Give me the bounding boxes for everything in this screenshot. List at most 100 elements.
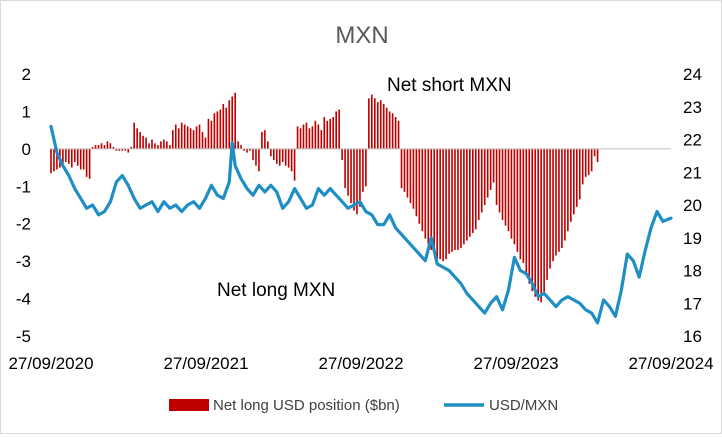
right-tick-label: 22 <box>683 131 702 150</box>
bar <box>570 148 572 222</box>
bar <box>183 124 186 149</box>
x-tick-label: 27/09/2024 <box>628 354 713 373</box>
bar <box>201 132 204 149</box>
bar <box>504 148 507 226</box>
bar <box>376 102 379 149</box>
bar <box>540 148 542 303</box>
bar <box>507 148 510 232</box>
bar <box>421 148 424 232</box>
right-tick-label: 18 <box>683 262 702 281</box>
bar <box>341 148 343 161</box>
bar <box>195 126 198 149</box>
bar <box>552 148 554 262</box>
bar <box>489 148 492 191</box>
bar <box>368 98 370 149</box>
bar <box>477 148 480 220</box>
bar <box>356 148 358 215</box>
bar <box>409 148 412 204</box>
bar <box>163 139 165 149</box>
bar <box>127 148 130 153</box>
bar <box>451 148 453 252</box>
bar <box>427 148 430 245</box>
bar <box>142 135 144 149</box>
bar <box>578 148 581 200</box>
bar <box>287 148 290 168</box>
bar <box>501 148 504 220</box>
bar <box>445 148 447 260</box>
bar <box>180 122 183 149</box>
bar <box>460 148 462 249</box>
bar <box>561 148 563 249</box>
bar <box>359 148 361 207</box>
bar <box>124 148 127 151</box>
bar <box>323 117 326 149</box>
bar <box>130 146 133 149</box>
bar <box>314 120 317 149</box>
bar <box>246 148 248 153</box>
annotation-net-short: Net short MXN <box>387 75 512 96</box>
bar <box>433 148 436 254</box>
bar <box>483 148 486 205</box>
bar <box>454 148 456 250</box>
bar <box>53 148 55 172</box>
bar <box>439 148 441 260</box>
left-tick-label: -5 <box>16 327 31 346</box>
bar <box>308 128 311 149</box>
bar <box>332 117 335 149</box>
bar <box>115 148 118 151</box>
bar <box>112 146 115 149</box>
right-tick-label: 24 <box>683 65 702 84</box>
bar <box>531 148 534 292</box>
bar <box>320 130 323 149</box>
bar <box>596 148 599 162</box>
bar <box>216 111 219 149</box>
x-tick-label: 27/09/2021 <box>163 354 248 373</box>
bar <box>189 128 192 149</box>
bar <box>296 126 299 149</box>
bar <box>222 103 225 149</box>
bar <box>558 148 560 252</box>
bar <box>371 94 373 149</box>
bar <box>326 120 329 149</box>
legend: Net long USD position ($bn) USD/MXN <box>169 397 558 414</box>
bar <box>213 113 216 149</box>
bar <box>575 148 578 207</box>
bar <box>347 148 349 196</box>
bar <box>442 148 444 262</box>
bar <box>293 148 296 181</box>
left-axis: 2 1 0 -1 -2 -3 -4 -5 <box>16 65 31 346</box>
bar <box>136 128 138 149</box>
left-tick-label: -4 <box>16 290 31 309</box>
bar-series <box>50 92 599 303</box>
bar <box>415 148 418 217</box>
bar <box>207 118 210 149</box>
bar <box>469 148 471 237</box>
bar <box>210 120 213 149</box>
bar <box>198 124 201 149</box>
bar <box>109 143 112 149</box>
bar <box>564 148 566 241</box>
legend-bar-swatch <box>169 399 209 411</box>
left-tick-label: -1 <box>16 177 31 196</box>
bar <box>249 148 251 151</box>
bar <box>418 148 421 224</box>
bar <box>139 132 141 149</box>
bar <box>510 148 513 239</box>
bar <box>252 148 254 161</box>
bar <box>82 148 85 170</box>
bar <box>228 100 231 149</box>
bar <box>100 143 103 149</box>
bar <box>350 148 352 204</box>
bar <box>522 148 525 264</box>
bar <box>118 148 121 151</box>
bar <box>148 143 150 149</box>
bar <box>94 145 97 149</box>
bar <box>498 148 501 213</box>
bar <box>97 145 100 149</box>
right-axis: 24 23 22 21 20 19 18 17 16 <box>683 65 702 346</box>
bar <box>171 130 174 149</box>
bar <box>160 141 162 149</box>
bar <box>317 124 320 149</box>
